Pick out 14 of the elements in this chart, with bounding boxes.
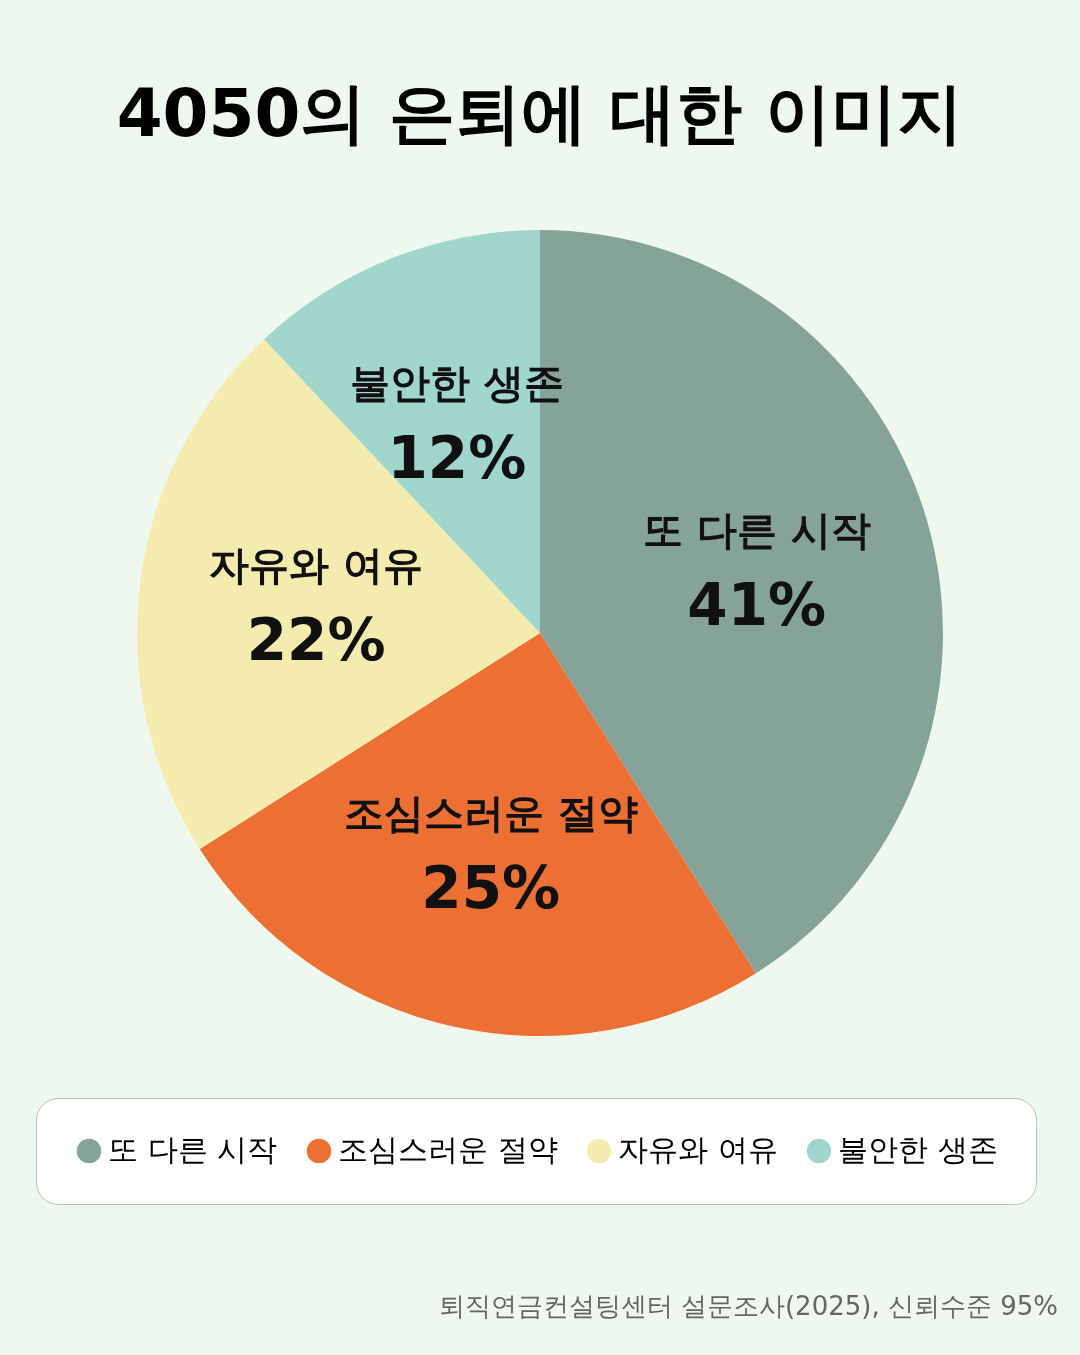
chart-title: 4050의 은퇴에 대한 이미지 [116, 75, 964, 152]
legend-label: 또 다른 시작 [108, 1132, 278, 1167]
slice-label: 또 다른 시작 [642, 507, 871, 554]
slice-label: 불안한 생존 [349, 360, 564, 407]
legend-label: 자유와 여유 [618, 1132, 778, 1167]
slice-label: 조심스러운 절약 [343, 790, 638, 837]
data-label: 22% [246, 605, 386, 674]
slice-label: 자유와 여유 [209, 541, 424, 588]
text: 퇴직연금컨설팅센터 설문조사(2025), 신뢰수준 95% [438, 1291, 1058, 1321]
legend-label: 불안한 생존 [838, 1132, 998, 1167]
legend-label: 조심스러운 절약 [338, 1132, 558, 1167]
data-label: 41% [687, 571, 827, 640]
data-label: 12% [387, 424, 527, 493]
data-label: 25% [421, 854, 561, 923]
